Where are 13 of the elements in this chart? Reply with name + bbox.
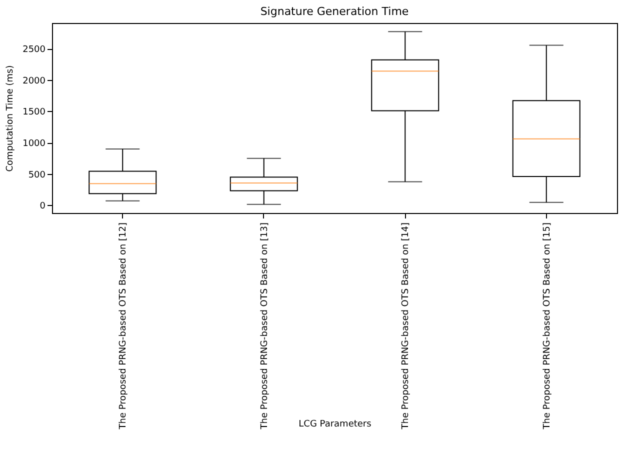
y-tick-label: 500 (28, 170, 46, 180)
chart-title: Signature Generation Time (260, 5, 409, 18)
y-tick-label: 0 (40, 202, 46, 212)
x-tick-label: The Proposed PRNG-based OTS Based on [13] (260, 222, 270, 430)
y-tick-label: 1500 (22, 108, 46, 118)
y-tick-label: 2000 (22, 76, 46, 86)
x-tick-label: The Proposed PRNG-based OTS Based on [12] (118, 222, 129, 430)
x-axis-title: LCG Parameters (298, 420, 372, 430)
x-tick-label: The Proposed PRNG-based OTS Based on [15] (542, 222, 552, 430)
y-axis-title: Computation Time (ms) (6, 65, 16, 172)
y-tick-label: 1000 (22, 139, 46, 150)
x-tick-label: The Proposed PRNG-based OTS Based on [14] (401, 222, 412, 430)
y-tick-label: 2500 (22, 45, 46, 56)
